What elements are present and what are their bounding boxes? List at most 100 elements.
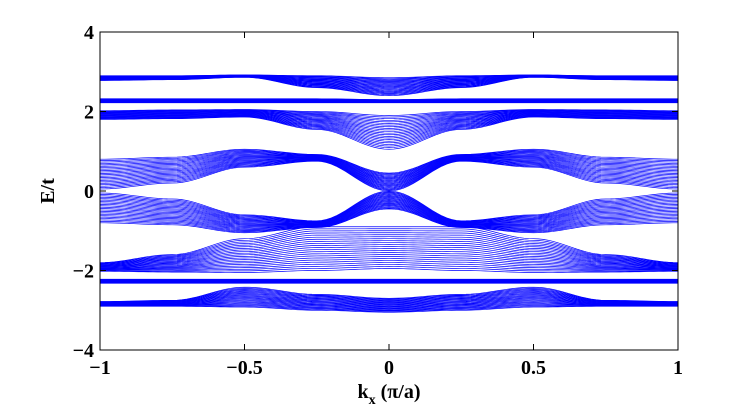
band-line [99, 110, 679, 123]
band-line [99, 232, 679, 265]
band-line [99, 194, 679, 223]
y-tick-label: 4 [84, 22, 94, 44]
band-line [99, 202, 679, 228]
y-tick-label: −4 [73, 340, 94, 362]
band-7 [100, 278, 678, 284]
band-line [99, 201, 679, 227]
band-line [99, 197, 679, 224]
band-line [99, 296, 679, 306]
band-line [99, 200, 679, 226]
band-line [99, 244, 679, 267]
band-line [99, 292, 679, 304]
band-line [100, 98, 678, 100]
band-line [99, 113, 679, 134]
band-line [99, 206, 679, 232]
band-line [99, 190, 679, 222]
band-line [99, 288, 679, 303]
band-line [99, 158, 679, 187]
band-line [99, 295, 679, 305]
band-line [99, 260, 679, 270]
band-line [99, 116, 679, 149]
band-line [99, 252, 679, 269]
x-axis-label-sub: x [369, 393, 376, 408]
band-2 [100, 98, 678, 104]
band-line [99, 149, 679, 175]
band-line [99, 157, 679, 183]
band-line [100, 264, 678, 271]
bands-layer [99, 74, 679, 313]
band-line [99, 258, 679, 270]
band-line [99, 158, 679, 185]
band-line [99, 109, 679, 118]
band-line [99, 256, 679, 270]
band-line [99, 230, 679, 264]
band-line [99, 193, 679, 223]
band-line [99, 290, 679, 303]
band-line [99, 158, 679, 186]
x-axis-label-unit: (π/a) [376, 381, 421, 403]
band-line [100, 74, 678, 79]
band-line [99, 114, 679, 142]
band-line [100, 301, 678, 309]
band-line [99, 207, 679, 233]
band-line [99, 114, 679, 139]
band-line [99, 111, 679, 128]
band-line [99, 151, 679, 177]
band-1 [99, 74, 679, 96]
band-line [99, 300, 679, 308]
x-tick-label: −1 [89, 357, 110, 379]
band-line [99, 150, 679, 176]
band-line [100, 305, 678, 313]
band-line [99, 246, 679, 268]
band-line [99, 112, 679, 131]
band-line [99, 234, 679, 265]
band-line [99, 294, 679, 304]
band-line [99, 238, 679, 266]
band-line [100, 301, 678, 310]
band-line [99, 115, 679, 145]
band-line [99, 113, 679, 137]
band-line [99, 109, 679, 120]
band-3 [99, 109, 679, 150]
band-line [99, 204, 679, 229]
band-line [99, 254, 679, 269]
band-line [99, 157, 679, 184]
band-line [99, 157, 679, 182]
band-line [99, 191, 679, 222]
x-tick-label: 0 [384, 357, 394, 379]
band-4 [99, 148, 679, 192]
band-6 [99, 226, 679, 273]
band-line [99, 205, 679, 230]
band-line [99, 113, 679, 136]
band-line [99, 195, 679, 224]
band-line [99, 156, 679, 182]
band-line [100, 266, 678, 272]
band-line [99, 112, 679, 129]
y-tick-label: 0 [84, 181, 94, 203]
band-line [99, 208, 679, 234]
band-line [99, 199, 679, 225]
x-axis-label-main: k [358, 381, 370, 403]
band-line [99, 289, 679, 303]
band-line [99, 200, 679, 225]
y-tick-label: −2 [73, 261, 94, 283]
x-tick-label: −0.5 [226, 357, 262, 379]
band-line [99, 286, 679, 302]
band-line [99, 115, 679, 147]
band-line [99, 160, 679, 191]
band-line [99, 152, 679, 177]
band-line [99, 160, 679, 190]
band-8 [99, 286, 679, 313]
band-line [99, 194, 679, 223]
band-line [99, 287, 679, 303]
band-line [99, 262, 679, 271]
band-line [99, 159, 679, 188]
band-line [99, 240, 679, 266]
band-line [99, 154, 679, 179]
band-line [99, 291, 679, 303]
band-line [99, 299, 679, 308]
band-line [99, 196, 679, 224]
band-line [99, 155, 679, 181]
band-line [99, 111, 679, 126]
